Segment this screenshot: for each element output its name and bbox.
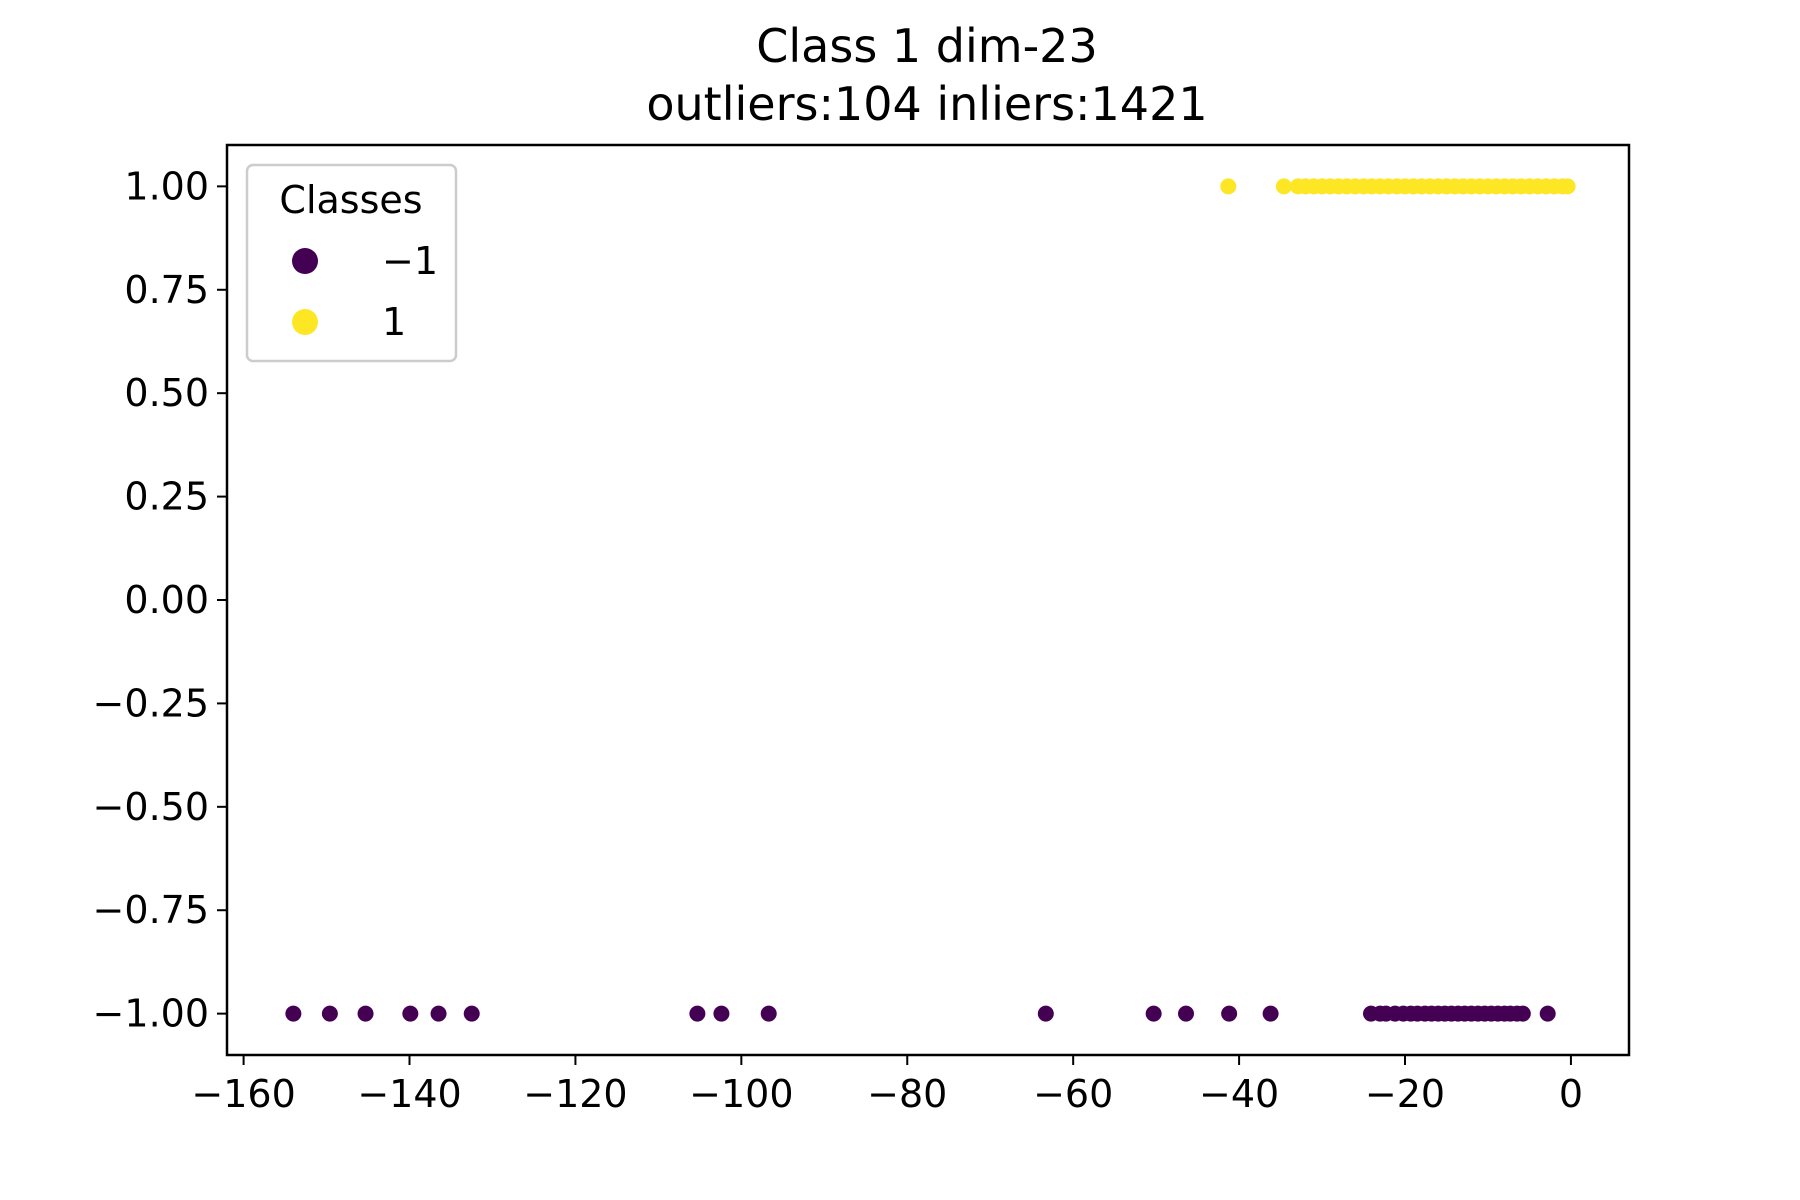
y-tick-label: 0.00 xyxy=(124,578,209,622)
x-tick-label: −40 xyxy=(1199,1072,1279,1116)
data-point-class-minus-one xyxy=(285,1005,302,1022)
data-point-class-minus-one xyxy=(760,1005,777,1022)
data-point-class-minus-one xyxy=(357,1005,374,1022)
plot-frame xyxy=(225,143,1631,1057)
data-point-class-minus-one xyxy=(321,1005,338,1022)
y-tick-label: 1.00 xyxy=(124,164,209,208)
legend-marker-minus-one xyxy=(292,248,318,274)
x-tick-label: −20 xyxy=(1365,1072,1445,1116)
data-point-class-one xyxy=(1220,178,1237,195)
chart-title: Class 1 dim-23 xyxy=(756,19,1097,73)
legend: Classes −1 1 xyxy=(245,163,458,363)
y-tick-label: 0.50 xyxy=(124,371,209,415)
data-point-class-one xyxy=(1559,178,1576,195)
chart-subtitle: outliers:104 inliers:1421 xyxy=(646,77,1207,131)
x-tick-label: 0 xyxy=(1559,1072,1583,1116)
x-tick-label: −80 xyxy=(867,1072,947,1116)
y-axis-ticks: 1.00 0.75 0.50 0.25 0.00 −0.25 −0.50 −0.75 −1.00 xyxy=(93,164,227,1036)
legend-label-minus-one: −1 xyxy=(382,239,438,283)
data-point-class-one xyxy=(1275,178,1292,195)
data-point-class-minus-one xyxy=(689,1005,706,1022)
data-point-class-minus-one xyxy=(1539,1005,1556,1022)
data-point-class-minus-one xyxy=(430,1005,447,1022)
y-tick-label: 0.75 xyxy=(124,268,209,312)
data-point-class-minus-one xyxy=(1514,1005,1531,1022)
data-point-class-minus-one xyxy=(402,1005,419,1022)
legend-label-one: 1 xyxy=(382,300,406,344)
data-point-class-minus-one xyxy=(463,1005,480,1022)
y-tick-label: −1.00 xyxy=(93,992,209,1036)
y-tick-label: −0.75 xyxy=(93,888,209,932)
points-layer xyxy=(285,178,1576,1022)
x-axis-ticks: −160 −140 −120 −100 −80 −60 −40 −20 0 xyxy=(191,1055,1583,1116)
x-tick-label: −60 xyxy=(1033,1072,1113,1116)
legend-title: Classes xyxy=(279,178,422,222)
x-tick-label: −100 xyxy=(689,1072,793,1116)
data-point-class-minus-one xyxy=(1262,1005,1279,1022)
data-point-class-minus-one xyxy=(1178,1005,1195,1022)
x-tick-label: −160 xyxy=(191,1072,295,1116)
data-point-class-minus-one xyxy=(713,1005,730,1022)
y-tick-label: 0.25 xyxy=(124,475,209,519)
data-point-class-minus-one xyxy=(1037,1005,1054,1022)
data-point-class-minus-one xyxy=(1221,1005,1238,1022)
y-tick-label: −0.25 xyxy=(93,681,209,725)
legend-marker-one xyxy=(292,309,318,335)
data-point-class-minus-one xyxy=(1145,1005,1162,1022)
y-tick-label: −0.50 xyxy=(93,785,209,829)
x-tick-label: −120 xyxy=(523,1072,627,1116)
x-tick-label: −140 xyxy=(357,1072,461,1116)
